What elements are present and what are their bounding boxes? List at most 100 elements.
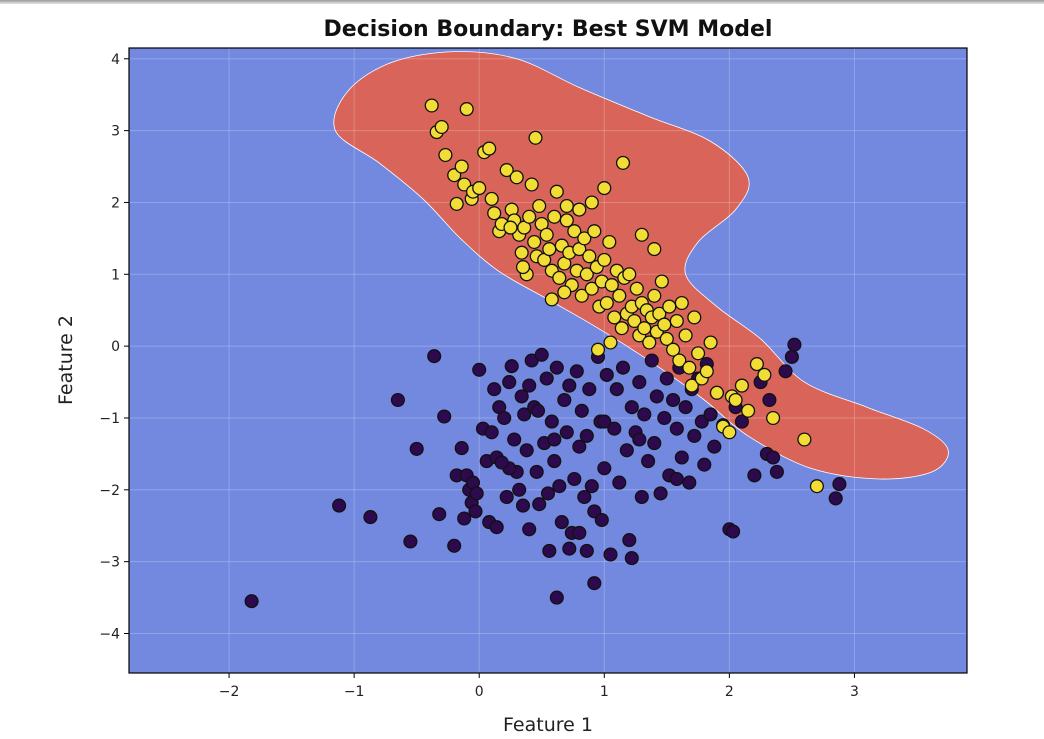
class-0-point	[534, 347, 549, 362]
class-1-point	[527, 234, 542, 250]
class-0-point	[432, 507, 447, 522]
class-0-point	[624, 551, 639, 566]
y-tick-label: −4	[99, 626, 120, 642]
class-0-point	[484, 425, 499, 440]
class-0-point	[507, 432, 522, 447]
class-0-point	[332, 498, 347, 513]
class-1-point	[662, 299, 677, 314]
class-0-point	[363, 510, 378, 525]
class-0-point	[726, 524, 741, 539]
x-tick-label: 3	[850, 684, 859, 700]
class-0-point	[504, 359, 519, 374]
class-1-point	[549, 184, 564, 199]
class-1-point	[424, 98, 439, 113]
class-1-point	[459, 102, 474, 117]
class-1-point	[552, 270, 567, 285]
class-1-point	[691, 346, 706, 361]
class-0-point	[554, 515, 569, 530]
class-1-point	[597, 252, 612, 267]
class-1-point	[503, 220, 518, 235]
y-tick-label: 1	[111, 267, 120, 283]
class-0-point	[437, 409, 452, 424]
class-0-point	[707, 439, 722, 454]
class-0-point	[547, 454, 562, 469]
class-0-point	[489, 520, 504, 535]
class-1-point	[647, 242, 662, 257]
class-1-point	[809, 479, 824, 494]
class-0-point	[624, 400, 639, 415]
class-0-point	[547, 432, 562, 447]
class-1-point	[757, 367, 772, 382]
class-1-point	[642, 335, 657, 350]
class-1-point	[584, 281, 599, 296]
class-0-point	[539, 371, 554, 386]
class-0-point	[678, 400, 693, 415]
y-tick-label: −1	[99, 411, 120, 427]
class-0-point	[579, 543, 594, 558]
class-1-point	[484, 191, 499, 206]
x-axis-label: Feature 1	[503, 714, 593, 736]
class-0-point	[644, 353, 659, 368]
class-0-point	[653, 486, 668, 501]
class-1-point	[629, 281, 644, 296]
class-1-point	[615, 155, 631, 170]
class-0-point	[659, 371, 674, 386]
class-0-point	[669, 421, 684, 436]
class-1-point	[572, 202, 587, 217]
y-tick-label: 0	[111, 339, 120, 355]
class-1-point	[454, 159, 469, 174]
class-1-point	[524, 177, 539, 192]
class-1-point	[579, 267, 594, 282]
class-0-point	[522, 522, 537, 537]
x-tick-label: 0	[475, 684, 484, 700]
x-tick-label: −1	[344, 684, 365, 700]
class-0-point	[597, 414, 612, 429]
class-0-point	[778, 364, 793, 379]
class-0-point	[637, 407, 652, 422]
class-0-point	[487, 382, 502, 397]
x-tick-label: −2	[219, 684, 240, 700]
class-0-point	[515, 498, 531, 513]
class-0-point	[409, 441, 424, 456]
class-1-point	[678, 328, 693, 343]
class-1-point	[603, 335, 618, 350]
x-tick-label: 1	[600, 684, 609, 700]
class-0-point	[502, 375, 517, 390]
x-axis: −2 −1 0 1 2 3	[219, 673, 859, 700]
class-1-point	[657, 317, 672, 332]
class-0-point	[657, 410, 672, 426]
class-0-point	[472, 362, 487, 377]
class-0-point	[787, 337, 802, 352]
class-0-point	[567, 471, 582, 487]
plot-frame	[128, 47, 968, 674]
class-0-point	[454, 441, 469, 456]
class-0-point	[666, 392, 681, 408]
class-0-point	[603, 547, 618, 562]
class-0-point	[622, 533, 637, 548]
class-0-point	[569, 364, 584, 379]
class-1-point	[674, 295, 689, 311]
class-1-point	[602, 234, 617, 250]
class-0-point	[519, 443, 534, 458]
class-0-point	[572, 525, 587, 540]
class-1-point	[604, 278, 619, 293]
plot-area	[128, 47, 968, 674]
class-1-point	[528, 130, 543, 145]
class-1-point	[741, 403, 756, 418]
x-tick-label: 2	[725, 684, 734, 700]
class-1-point	[449, 196, 464, 211]
class-0-point	[544, 414, 559, 429]
class-0-point	[529, 464, 544, 479]
y-axis-label: Feature 2	[55, 315, 77, 405]
class-0-point	[669, 471, 684, 487]
class-0-point	[609, 382, 624, 397]
chart-title: Decision Boundary: Best SVM Model	[324, 17, 773, 42]
class-0-point	[599, 367, 614, 382]
class-0-point	[579, 428, 594, 443]
class-1-point	[607, 310, 622, 325]
class-0-point	[574, 403, 589, 418]
class-0-point	[615, 360, 631, 375]
series-class-0	[244, 337, 847, 609]
class-0-point	[577, 489, 592, 505]
class-1-point	[544, 292, 559, 307]
